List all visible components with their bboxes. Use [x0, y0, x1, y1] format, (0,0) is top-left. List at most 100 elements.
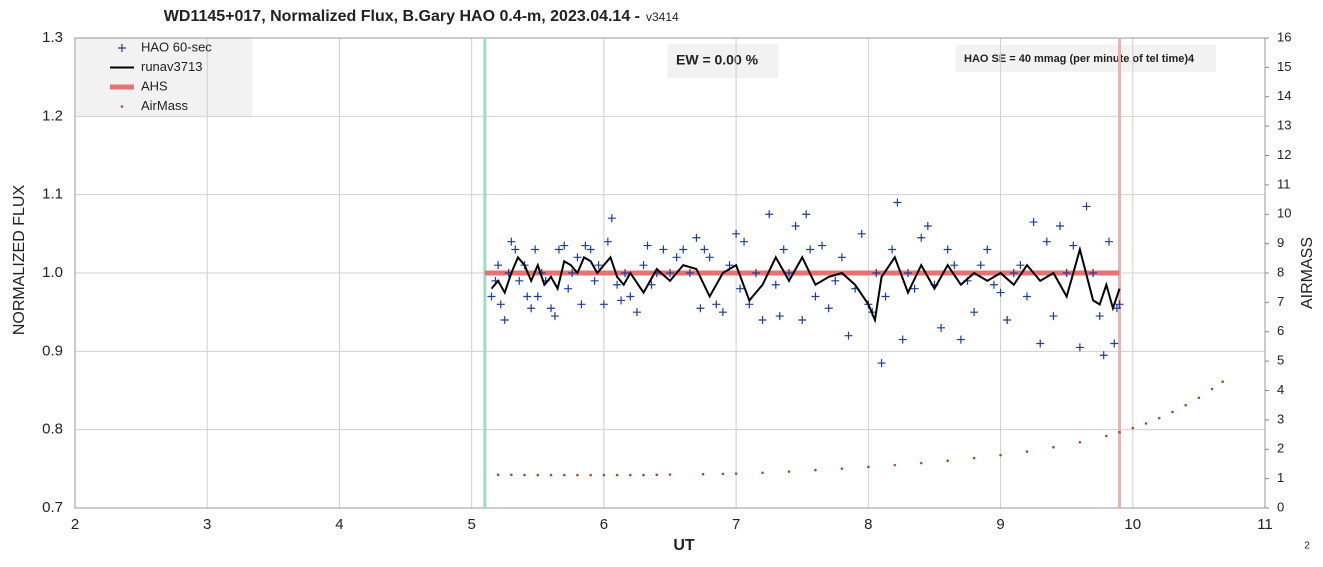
airmass-point — [814, 468, 817, 472]
version-label: v3414 — [646, 10, 679, 24]
y-tick-label: 0.9 — [42, 342, 63, 359]
data-point — [685, 269, 694, 277]
legend-label: AirMass — [141, 98, 188, 113]
data-point — [811, 292, 820, 301]
airmass-point — [734, 472, 738, 475]
data-point — [672, 253, 681, 262]
data-point — [732, 229, 741, 238]
data-point — [1115, 300, 1124, 309]
data-point — [758, 316, 767, 324]
data-point — [507, 237, 516, 246]
data-point — [1023, 292, 1031, 301]
y2-tick-label: 11 — [1277, 176, 1291, 191]
data-point — [705, 253, 714, 262]
airmass-point — [615, 473, 619, 477]
data-point — [1099, 351, 1108, 360]
data-point — [1036, 339, 1045, 348]
legend-label: runav3713 — [141, 59, 202, 74]
data-point — [917, 233, 926, 242]
y2-tick-label: 10 — [1277, 206, 1291, 221]
data-point — [996, 288, 1005, 297]
data-point — [872, 269, 881, 277]
legend-box — [76, 38, 252, 116]
data-point — [712, 300, 721, 309]
data-point — [740, 237, 749, 246]
data-point — [1003, 316, 1012, 324]
airmass-point — [1157, 416, 1161, 420]
data-point — [824, 304, 833, 313]
legend-swatch — [118, 44, 126, 52]
data-point — [599, 300, 608, 309]
data-point — [802, 210, 811, 219]
data-point — [560, 241, 569, 250]
y2-tick-label: 1 — [1277, 470, 1284, 485]
data-point — [857, 229, 866, 238]
x-tick-label: 10 — [1124, 516, 1141, 533]
airmass-point — [1184, 403, 1187, 407]
airmass-point — [642, 473, 645, 477]
y2-tick-label: 2 — [1277, 441, 1284, 456]
data-point — [771, 280, 780, 289]
x-tick-label: 7 — [732, 516, 740, 533]
y2-axis-label: AIRMASS — [1299, 237, 1316, 309]
data-point — [581, 241, 590, 250]
airmass-point — [1221, 380, 1224, 383]
airmass-point — [1025, 450, 1029, 453]
data-point — [496, 300, 505, 309]
data-point — [888, 245, 897, 254]
data-point — [607, 214, 616, 223]
data-point — [956, 335, 965, 344]
data-point — [603, 237, 612, 246]
airmass-point — [536, 473, 540, 477]
data-point — [775, 312, 784, 321]
data-point — [586, 245, 595, 254]
data-point — [511, 245, 520, 254]
data-point — [1029, 218, 1038, 227]
plot-frame — [74, 37, 1266, 509]
data-point — [751, 269, 760, 277]
airmass-point — [972, 456, 976, 460]
data-point — [613, 280, 622, 289]
data-point — [1056, 222, 1065, 230]
data-point — [831, 276, 840, 285]
y2-tick-label: 13 — [1277, 118, 1291, 133]
data-point — [976, 261, 985, 270]
data-point — [806, 245, 815, 254]
data-point — [692, 233, 701, 242]
data-point — [877, 359, 886, 368]
x-tick-label: 11 — [1257, 516, 1273, 533]
data-point — [550, 312, 559, 321]
data-point — [1062, 269, 1071, 277]
y2-tick-label: 7 — [1277, 294, 1284, 309]
y2-tick-label: 3 — [1277, 411, 1284, 426]
data-point — [568, 269, 577, 277]
data-point — [1075, 343, 1084, 352]
x-tick-label: 8 — [864, 516, 872, 533]
y-tick-label: 1.0 — [42, 264, 63, 281]
legend-label: AHS — [141, 78, 168, 93]
data-point — [533, 292, 542, 301]
airmass-point — [787, 470, 791, 473]
data-point — [679, 245, 688, 254]
y-axis-label: NORMALIZED FLUX — [11, 185, 28, 336]
data-point — [659, 245, 668, 254]
data-point — [898, 335, 907, 344]
airmass-point — [1197, 396, 1201, 400]
data-point — [577, 300, 586, 309]
legend-swatch — [120, 105, 124, 108]
airmass-point — [867, 465, 870, 469]
data-point — [765, 210, 774, 219]
airmass-point — [1052, 445, 1055, 449]
data-point — [564, 284, 573, 293]
annotation-box — [668, 44, 778, 78]
airmass-point — [602, 473, 606, 477]
data-point — [798, 316, 807, 324]
y2-tick-label: 15 — [1277, 59, 1291, 74]
data-point — [1104, 237, 1113, 246]
data-point — [494, 261, 503, 270]
data-point — [632, 308, 641, 317]
data-point — [531, 245, 540, 254]
data-point — [818, 241, 827, 250]
annotation-box — [956, 45, 1216, 72]
